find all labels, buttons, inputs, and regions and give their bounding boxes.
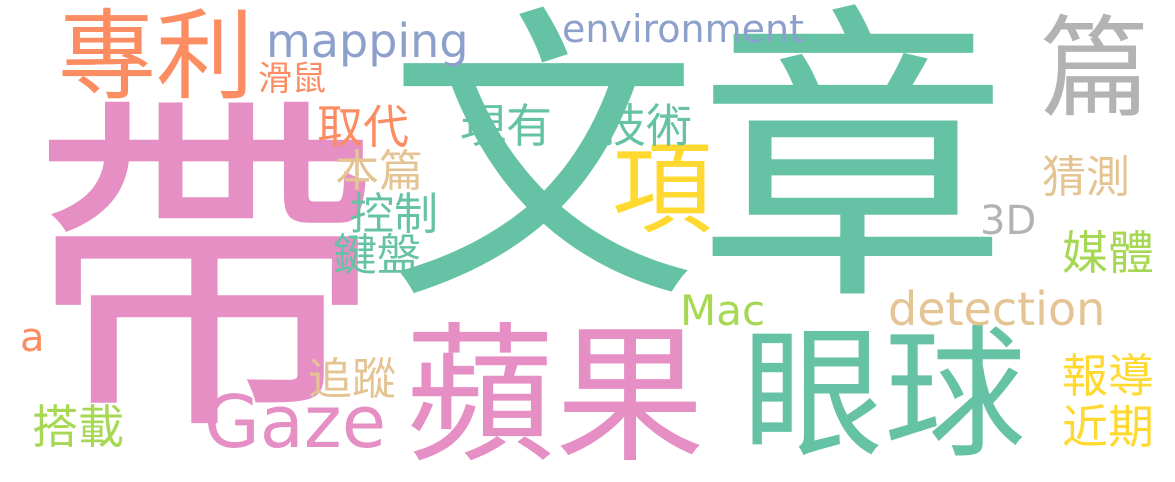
word-xianyou: 現有 [460, 99, 552, 153]
word-environment: environment [562, 7, 805, 51]
word-huashu: 滑鼠 [258, 59, 326, 99]
word-detection: detection [888, 282, 1106, 336]
word-kongzhi: 控制 [350, 189, 438, 240]
word-baodao: 報導 [1062, 349, 1154, 403]
word-dazai: 搭載 [32, 400, 124, 454]
word-mac: Mac [680, 286, 766, 335]
word-xiang: 項 [612, 131, 712, 248]
word-zhuizong: 追蹤 [308, 354, 396, 405]
word-3d: 3D [980, 198, 1037, 244]
word-a: a [20, 315, 45, 361]
word-wenzhang: 文章 [388, 0, 1008, 343]
word-benpian: 本篇 [335, 146, 423, 197]
word-jinqi: 近期 [1062, 400, 1154, 454]
word-jishu: 技術 [600, 99, 692, 153]
word-yanqiu: 眼球 [742, 313, 1026, 478]
word-caice: 猜測 [1042, 152, 1130, 203]
word-zhuanli: 專利 [58, 0, 255, 114]
word-gaze: Gaze [204, 380, 387, 464]
word-dai: 帶 [28, 65, 383, 479]
word-qudai: 取代 [317, 100, 409, 154]
word-pian: 篇 [1040, 5, 1150, 133]
word-mapping: mapping [266, 14, 469, 68]
word-jianpan: 鍵盤 [333, 230, 421, 281]
word-pingguo: 蘋果 [405, 310, 706, 482]
word-meiti: 媒體 [1062, 226, 1154, 280]
